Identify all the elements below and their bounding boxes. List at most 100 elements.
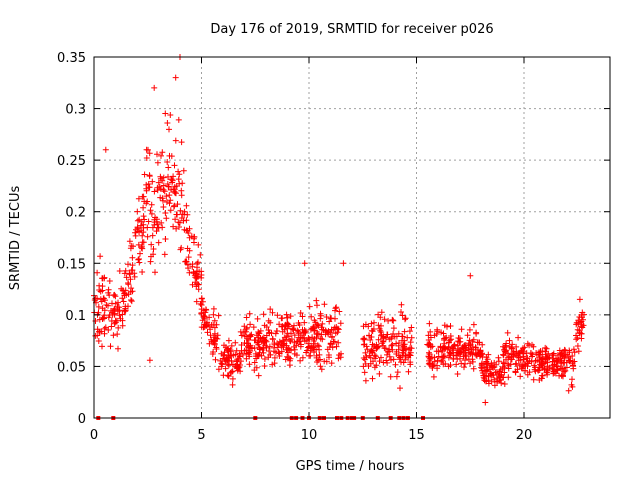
data-point <box>389 341 396 348</box>
data-point <box>407 344 414 351</box>
data-point <box>503 342 510 349</box>
data-point <box>116 312 123 319</box>
data-point <box>522 362 529 369</box>
data-point <box>174 201 181 208</box>
data-point <box>569 376 575 383</box>
data-point <box>241 333 248 340</box>
data-point <box>377 314 384 321</box>
data-point <box>361 356 368 363</box>
data-point <box>543 345 550 352</box>
data-point <box>218 363 225 370</box>
data-point <box>544 355 551 362</box>
data-point <box>102 146 109 153</box>
data-point <box>363 343 370 350</box>
data-point <box>388 335 395 342</box>
data-point <box>127 271 133 278</box>
data-point <box>386 353 393 360</box>
data-point <box>324 346 331 353</box>
y-tick-label: 0.05 <box>57 360 86 375</box>
data-point <box>172 216 179 223</box>
data-point <box>151 221 158 228</box>
data-point <box>155 224 162 231</box>
data-point <box>362 360 369 367</box>
data-point <box>200 314 207 321</box>
data-point <box>299 354 306 361</box>
data-point <box>91 297 98 303</box>
data-point <box>175 116 182 123</box>
data-point <box>221 349 228 356</box>
data-point <box>379 340 386 347</box>
data-point <box>395 330 402 337</box>
data-point <box>140 204 147 211</box>
data-point <box>123 292 130 298</box>
data-point <box>521 361 527 368</box>
data-point <box>129 267 136 274</box>
data-point <box>434 357 441 364</box>
data-point <box>243 355 250 362</box>
data-point <box>207 332 214 339</box>
data-point <box>369 375 376 382</box>
data-point <box>466 337 473 344</box>
data-point <box>259 347 266 353</box>
data-point <box>266 348 272 354</box>
data-point <box>318 324 325 331</box>
data-point <box>329 333 336 340</box>
data-point <box>261 356 268 362</box>
data-point <box>151 188 158 195</box>
data-point <box>146 173 153 180</box>
data-point <box>466 326 473 333</box>
data-point <box>167 207 174 214</box>
data-point <box>99 283 106 290</box>
data-point <box>266 343 273 350</box>
data-point <box>484 360 491 367</box>
data-point <box>287 338 294 345</box>
data-point <box>313 352 320 359</box>
data-point <box>145 146 151 153</box>
data-point <box>181 226 188 233</box>
data-point <box>206 314 213 321</box>
data-point <box>376 325 383 332</box>
data-point <box>537 357 543 364</box>
data-point <box>513 343 520 350</box>
data-point <box>372 353 379 360</box>
data-point <box>378 309 385 316</box>
data-point <box>371 364 378 371</box>
data-point <box>210 311 217 318</box>
data-point <box>402 315 409 322</box>
data-point <box>505 365 512 372</box>
data-point <box>399 312 406 319</box>
data-point <box>450 342 457 349</box>
data-point <box>107 343 114 350</box>
data-point <box>115 324 122 331</box>
data-point <box>108 323 115 330</box>
data-point <box>375 336 382 343</box>
y-tick-label: 0.35 <box>57 51 86 66</box>
data-point <box>334 325 341 332</box>
data-point <box>407 339 414 346</box>
data-point <box>148 253 154 260</box>
data-point <box>271 354 278 361</box>
data-point <box>554 366 561 373</box>
data-point <box>282 322 289 329</box>
data-point <box>399 333 406 340</box>
data-point <box>465 346 472 353</box>
data-point <box>429 365 436 371</box>
data-point <box>254 353 261 360</box>
data-point <box>232 339 239 346</box>
data-point <box>251 359 258 366</box>
data-point <box>378 322 384 329</box>
data-point <box>565 387 572 394</box>
data-point <box>400 349 407 356</box>
data-point <box>269 309 276 316</box>
data-point <box>306 352 313 359</box>
data-point <box>139 232 146 239</box>
data-point <box>470 336 477 343</box>
data-point <box>212 356 219 363</box>
data-point <box>361 369 368 376</box>
data-point <box>195 273 202 280</box>
data-point <box>426 349 432 356</box>
data-point <box>516 362 523 369</box>
data-point <box>140 221 147 228</box>
y-axis-label: SRMTID / TECUs <box>8 186 23 291</box>
data-point <box>94 269 101 276</box>
